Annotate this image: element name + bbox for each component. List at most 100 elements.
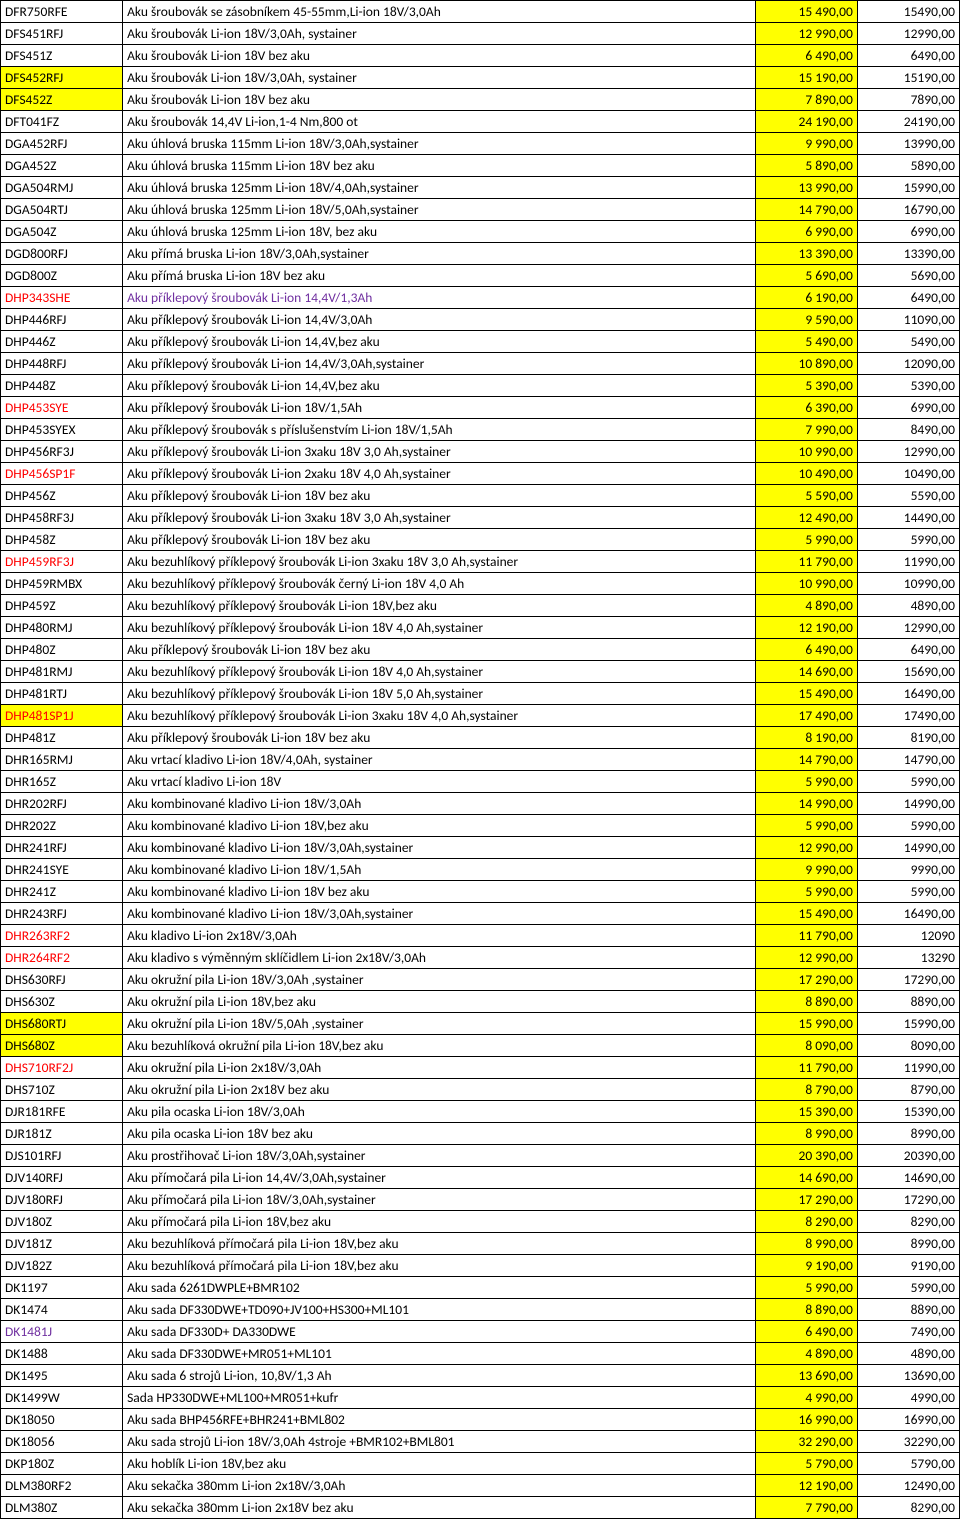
price-1: 11 790,00 — [755, 925, 857, 947]
product-description: Aku přímá bruska Li-ion 18V bez aku — [123, 265, 756, 287]
price-2: 15690,00 — [857, 661, 959, 683]
product-code: DK1197 — [1, 1277, 123, 1299]
price-2: 10990,00 — [857, 573, 959, 595]
product-code: DHR243RFJ — [1, 903, 123, 925]
price-2: 5990,00 — [857, 1277, 959, 1299]
price-1: 5 990,00 — [755, 1277, 857, 1299]
price-1: 11 790,00 — [755, 551, 857, 573]
price-1: 17 290,00 — [755, 969, 857, 991]
product-description: Aku šroubovák Li-ion 18V bez aku — [123, 45, 756, 67]
table-row: DHP456RF3JAku příklepový šroubovák Li-io… — [1, 441, 960, 463]
price-2: 14690,00 — [857, 1167, 959, 1189]
table-row: DHP459ZAku bezuhlíkový příklepový šroubo… — [1, 595, 960, 617]
product-code: DHP459RF3J — [1, 551, 123, 573]
price-1: 7 990,00 — [755, 419, 857, 441]
product-description: Aku příklepový šroubovák Li-ion 14,4V,be… — [123, 331, 756, 353]
price-1: 14 690,00 — [755, 661, 857, 683]
table-row: DHP456SP1FAku příklepový šroubovák Li-io… — [1, 463, 960, 485]
product-description: Aku úhlová bruska 125mm Li-ion 18V/5,0Ah… — [123, 199, 756, 221]
product-code: DGA504RMJ — [1, 177, 123, 199]
table-row: DJV182ZAku bezuhlíková přímočará pila Li… — [1, 1255, 960, 1277]
product-description: Aku příklepový šroubovák Li-ion 2xaku 18… — [123, 463, 756, 485]
price-1: 5 390,00 — [755, 375, 857, 397]
price-2: 12990,00 — [857, 23, 959, 45]
price-1: 17 490,00 — [755, 705, 857, 727]
product-code: DGD800RFJ — [1, 243, 123, 265]
table-row: DJV180RFJAku přímočará pila Li-ion 18V/3… — [1, 1189, 960, 1211]
price-2: 4890,00 — [857, 1343, 959, 1365]
product-description: Aku kladivo Li-ion 2x18V/3,0Ah — [123, 925, 756, 947]
price-1: 20 390,00 — [755, 1145, 857, 1167]
product-description: Aku příklepový šroubovák Li-ion 14,4V,be… — [123, 375, 756, 397]
table-row: DHP481SP1JAku bezuhlíkový příklepový šro… — [1, 705, 960, 727]
product-description: Aku šroubovák Li-ion 18V bez aku — [123, 89, 756, 111]
price-2: 14990,00 — [857, 793, 959, 815]
table-row: DHR243RFJAku kombinované kladivo Li-ion … — [1, 903, 960, 925]
product-description: Aku vrtací kladivo Li-ion 18V/4,0Ah, sys… — [123, 749, 756, 771]
product-description: Aku vrtací kladivo Li-ion 18V — [123, 771, 756, 793]
price-1: 32 290,00 — [755, 1431, 857, 1453]
price-2: 5990,00 — [857, 771, 959, 793]
product-code: DHP459RMBX — [1, 573, 123, 595]
product-description: Aku příklepový šroubovák s příslušenství… — [123, 419, 756, 441]
product-code: DGA452RFJ — [1, 133, 123, 155]
price-1: 12 190,00 — [755, 1475, 857, 1497]
product-description: Aku příklepový šroubovák Li-ion 14,4V/3,… — [123, 309, 756, 331]
product-code: DJS101RFJ — [1, 1145, 123, 1167]
price-1: 24 190,00 — [755, 111, 857, 133]
product-code: DHP480Z — [1, 639, 123, 661]
product-description: Aku okružní pila Li-ion 18V/5,0Ah ,systa… — [123, 1013, 756, 1035]
product-code: DGA504RTJ — [1, 199, 123, 221]
price-1: 6 990,00 — [755, 221, 857, 243]
product-code: DHS630RFJ — [1, 969, 123, 991]
price-1: 5 890,00 — [755, 155, 857, 177]
price-1: 9 590,00 — [755, 309, 857, 331]
price-2: 6990,00 — [857, 221, 959, 243]
product-description: Aku šroubovák 14,4V Li-ion,1-4 Nm,800 ot — [123, 111, 756, 133]
price-2: 32290,00 — [857, 1431, 959, 1453]
table-row: DK1197Aku sada 6261DWPLE+BMR1025 990,005… — [1, 1277, 960, 1299]
product-code: DHR263RF2 — [1, 925, 123, 947]
price-1: 5 990,00 — [755, 771, 857, 793]
price-2: 11990,00 — [857, 551, 959, 573]
product-description: Aku okružní pila Li-ion 18V/3,0Ah ,systa… — [123, 969, 756, 991]
price-1: 12 990,00 — [755, 23, 857, 45]
price-1: 5 990,00 — [755, 815, 857, 837]
product-description: Aku bezuhlíková přímočará pila Li-ion 18… — [123, 1233, 756, 1255]
product-description: Aku šroubovák se zásobníkem 45-55mm,Li-i… — [123, 1, 756, 23]
price-1: 5 990,00 — [755, 529, 857, 551]
product-code: DHP448Z — [1, 375, 123, 397]
price-2: 6490,00 — [857, 287, 959, 309]
product-description: Aku sada strojů Li-ion 18V/3,0Ah 4stroje… — [123, 1431, 756, 1453]
table-row: DHP453SYEAku příklepový šroubovák Li-ion… — [1, 397, 960, 419]
price-2: 5990,00 — [857, 881, 959, 903]
price-2: 13990,00 — [857, 133, 959, 155]
price-1: 6 490,00 — [755, 45, 857, 67]
product-description: Aku přímočará pila Li-ion 14,4V/3,0Ah,sy… — [123, 1167, 756, 1189]
price-2: 11990,00 — [857, 1057, 959, 1079]
product-description: Aku příklepový šroubovák Li-ion 3xaku 18… — [123, 441, 756, 463]
price-1: 4 890,00 — [755, 595, 857, 617]
product-code: DKP180Z — [1, 1453, 123, 1475]
price-2: 12990,00 — [857, 441, 959, 463]
price-1: 10 890,00 — [755, 353, 857, 375]
product-description: Aku bezuhlíkový příklepový šroubovák čer… — [123, 573, 756, 595]
price-1: 10 990,00 — [755, 441, 857, 463]
table-row: DHP448ZAku příklepový šroubovák Li-ion 1… — [1, 375, 960, 397]
product-description: Aku bezuhlíkový příklepový šroubovák Li-… — [123, 683, 756, 705]
price-1: 10 990,00 — [755, 573, 857, 595]
price-2: 16790,00 — [857, 199, 959, 221]
product-code: DHP481SP1J — [1, 705, 123, 727]
product-description: Aku bezuhlíková přímočará pila Li-ion 18… — [123, 1255, 756, 1277]
table-row: DHR241ZAku kombinované kladivo Li-ion 18… — [1, 881, 960, 903]
price-1: 12 990,00 — [755, 837, 857, 859]
table-row: DJV180ZAku přímočará pila Li-ion 18V,bez… — [1, 1211, 960, 1233]
product-code: DFT041FZ — [1, 111, 123, 133]
product-code: DJV181Z — [1, 1233, 123, 1255]
table-row: DFS451RFJAku šroubovák Li-ion 18V/3,0Ah,… — [1, 23, 960, 45]
table-row: DJV181ZAku bezuhlíková přímočará pila Li… — [1, 1233, 960, 1255]
price-1: 8 890,00 — [755, 1299, 857, 1321]
price-1: 7 890,00 — [755, 89, 857, 111]
product-description: Aku sada 6 strojů Li-ion, 10,8V/1,3 Ah — [123, 1365, 756, 1387]
table-row: DFS452RFJAku šroubovák Li-ion 18V/3,0Ah,… — [1, 67, 960, 89]
